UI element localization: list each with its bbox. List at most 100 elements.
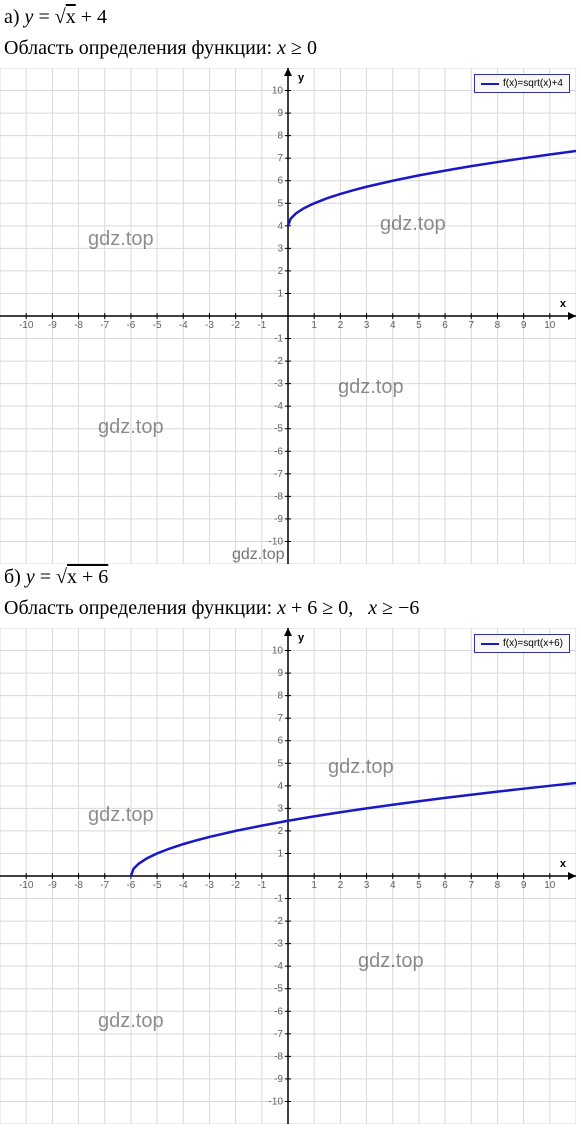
y-axis-label: y: [298, 632, 304, 644]
svg-text:5: 5: [416, 320, 422, 331]
svg-text:5: 5: [416, 880, 422, 891]
svg-text:-1: -1: [257, 880, 266, 891]
svg-text:-10: -10: [269, 536, 284, 547]
svg-text:-9: -9: [274, 1074, 283, 1085]
svg-text:-1: -1: [274, 334, 283, 345]
problem-b-text: б) y = √x + 6: [4, 566, 108, 588]
svg-text:4: 4: [390, 320, 396, 331]
svg-text:2: 2: [277, 266, 283, 277]
legend-text: f(x)=sqrt(x)+4: [503, 78, 563, 89]
svg-text:-6: -6: [274, 446, 283, 457]
chart-1-legend: f(x)=sqrt(x)+4: [474, 74, 570, 93]
svg-text:-9: -9: [274, 514, 283, 525]
svg-text:1: 1: [277, 288, 283, 299]
svg-text:6: 6: [277, 176, 283, 187]
svg-text:10: 10: [544, 320, 556, 331]
svg-text:9: 9: [277, 108, 283, 119]
svg-text:-1: -1: [274, 894, 283, 905]
svg-text:-7: -7: [100, 320, 109, 331]
svg-text:-3: -3: [274, 379, 283, 390]
svg-text:-2: -2: [274, 356, 283, 367]
svg-text:-7: -7: [274, 1029, 283, 1040]
problem-b-domain: Область определения функции: x + 6 ≥ 0, …: [0, 593, 581, 628]
svg-text:-8: -8: [74, 320, 83, 331]
svg-text:-5: -5: [153, 320, 162, 331]
svg-text:4: 4: [277, 221, 283, 232]
svg-text:-3: -3: [205, 880, 214, 891]
svg-text:6: 6: [442, 320, 448, 331]
x-axis-label: x: [560, 858, 566, 870]
svg-text:-8: -8: [74, 880, 83, 891]
svg-text:6: 6: [277, 736, 283, 747]
chart-1-svg: -10 -9 -8 -7 -6 -5 -4 -3 -2 -1 1 2 3 4 5 6 7 8 9 10 -10 -9 -8 -…: [0, 68, 576, 564]
svg-text:10: 10: [272, 86, 284, 97]
problem-a-domain-text: Область определения функции: x ≥ 0: [4, 37, 317, 59]
legend-text: f(x)=sqrt(x+6): [503, 638, 563, 649]
chart-2-svg: -10 -9 -8 -7 -6 -5 -4 -3 -2 -1 1 2 3 4 5 6 7 8 9 10 -10 -9 -8 -…: [0, 628, 576, 1124]
svg-text:-4: -4: [179, 880, 188, 891]
svg-text:4: 4: [390, 880, 396, 891]
svg-text:9: 9: [521, 880, 527, 891]
svg-text:8: 8: [277, 691, 283, 702]
svg-text:-1: -1: [257, 320, 266, 331]
legend-line-icon: [481, 83, 499, 85]
svg-text:-5: -5: [153, 880, 162, 891]
svg-text:-7: -7: [274, 469, 283, 480]
svg-text:8: 8: [277, 131, 283, 142]
svg-text:-6: -6: [274, 1006, 283, 1017]
svg-text:-10: -10: [19, 320, 34, 331]
svg-text:-6: -6: [126, 880, 135, 891]
svg-text:2: 2: [277, 826, 283, 837]
legend-line-icon: [481, 643, 499, 645]
svg-text:-8: -8: [274, 491, 283, 502]
svg-text:7: 7: [277, 713, 283, 724]
svg-text:-2: -2: [274, 916, 283, 927]
svg-text:3: 3: [277, 243, 283, 254]
svg-text:6: 6: [442, 880, 448, 891]
svg-text:1: 1: [311, 320, 317, 331]
svg-text:2: 2: [338, 880, 344, 891]
chart-1: -10 -9 -8 -7 -6 -5 -4 -3 -2 -1 1 2 3 4 5 6 7 8 9 10 -10 -9 -8 -…: [0, 68, 576, 564]
svg-text:8: 8: [495, 880, 501, 891]
svg-text:1: 1: [277, 848, 283, 859]
svg-text:3: 3: [364, 880, 370, 891]
svg-text:-2: -2: [231, 320, 240, 331]
problem-a-text: а) y = √x + 4: [4, 6, 107, 28]
svg-text:8: 8: [495, 320, 501, 331]
svg-text:1: 1: [311, 880, 317, 891]
chart-2-legend: f(x)=sqrt(x+6): [474, 634, 570, 653]
svg-text:-4: -4: [274, 401, 283, 412]
svg-text:5: 5: [277, 758, 283, 769]
problem-b-domain-text: Область определения функции: x + 6 ≥ 0, …: [4, 597, 419, 619]
y-axis-label: y: [298, 72, 304, 84]
svg-text:7: 7: [277, 153, 283, 164]
problem-b-label: б) y = √x + 6: [0, 564, 581, 593]
svg-text:-3: -3: [274, 939, 283, 950]
problem-a-domain: Область определения функции: x ≥ 0: [0, 33, 581, 68]
svg-text:-5: -5: [274, 424, 283, 435]
svg-text:-8: -8: [274, 1051, 283, 1062]
svg-text:-10: -10: [269, 1096, 284, 1107]
svg-text:3: 3: [277, 803, 283, 814]
svg-text:-9: -9: [48, 880, 57, 891]
svg-text:9: 9: [521, 320, 527, 331]
svg-text:-6: -6: [126, 320, 135, 331]
svg-text:7: 7: [468, 320, 474, 331]
svg-text:9: 9: [277, 668, 283, 679]
x-axis-label: x: [560, 298, 566, 310]
svg-text:4: 4: [277, 781, 283, 792]
svg-text:10: 10: [544, 880, 556, 891]
svg-text:-4: -4: [274, 961, 283, 972]
svg-text:-4: -4: [179, 320, 188, 331]
svg-text:-5: -5: [274, 984, 283, 995]
svg-text:5: 5: [277, 198, 283, 209]
svg-text:2: 2: [338, 320, 344, 331]
svg-text:10: 10: [272, 646, 284, 657]
svg-text:-9: -9: [48, 320, 57, 331]
problem-a-label: а) y = √x + 4: [0, 0, 581, 33]
chart-2: -10 -9 -8 -7 -6 -5 -4 -3 -2 -1 1 2 3 4 5 6 7 8 9 10 -10 -9 -8 -…: [0, 628, 576, 1124]
svg-text:3: 3: [364, 320, 370, 331]
svg-text:-3: -3: [205, 320, 214, 331]
svg-text:7: 7: [468, 880, 474, 891]
svg-text:-10: -10: [19, 880, 34, 891]
